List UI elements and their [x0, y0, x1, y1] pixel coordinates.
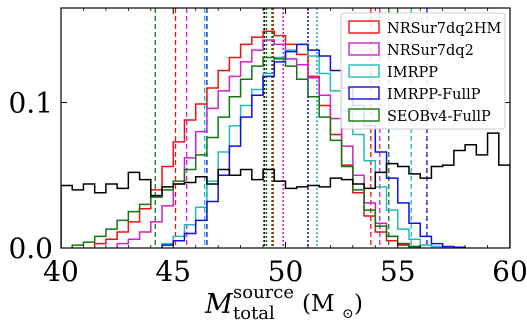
- legend: NRSur7dq2HM NRSur7dq2 IMRPP IMRPP-FullP SEOB…: [340, 12, 506, 130]
- x-tick-label: 55: [380, 255, 416, 288]
- legend-label-imrpp: IMRPP: [387, 65, 438, 81]
- legend-swatch-seobv4-fullp: [348, 108, 380, 122]
- histogram-imrpp-fullp: [161, 43, 466, 248]
- legend-label-imrpp-fullp: IMRPP-FullP: [387, 87, 481, 103]
- histogram-seobv4-fullp: [71, 56, 421, 248]
- histogram-nrsur7dq2hm: [93, 30, 421, 248]
- legend-label-nrsur7dq2hm: NRSur7dq2HM: [387, 21, 501, 37]
- x-axis-label-sup: source: [233, 282, 294, 303]
- legend-label-nrsur7dq2: NRSur7dq2: [387, 43, 474, 59]
- y-tick-label: 0.0: [8, 232, 53, 265]
- axes: 40 45 50 55 60 0.0 0.1: [8, 7, 527, 288]
- x-axis-label-sub: total: [233, 303, 275, 322]
- x-tick-label: 45: [155, 255, 191, 288]
- x-tick-label: 40: [43, 255, 79, 288]
- legend-label-seobv4-fullp: SEOBv4-FullP: [387, 109, 491, 125]
- x-tick-label: 50: [268, 255, 304, 288]
- x-axis-label-unit: (M: [302, 291, 335, 317]
- x-axis-label-main: M: [204, 289, 234, 320]
- legend-swatch-nrsur7dq2hm: [348, 20, 380, 34]
- y-tick-label: 0.1: [8, 87, 53, 120]
- legend-box: [340, 12, 506, 130]
- histogram-prior: [61, 132, 510, 248]
- legend-swatch-imrpp-fullp: [348, 86, 380, 100]
- x-axis-label-unit-sub: ⊙: [342, 306, 354, 322]
- histogram-nrsur7dq2: [116, 39, 421, 248]
- x-axis-label-unit-close: ): [354, 291, 363, 317]
- legend-swatch-imrpp: [348, 64, 380, 78]
- legend-swatch-nrsur7dq2: [348, 42, 380, 56]
- x-tick-label: 60: [492, 255, 527, 288]
